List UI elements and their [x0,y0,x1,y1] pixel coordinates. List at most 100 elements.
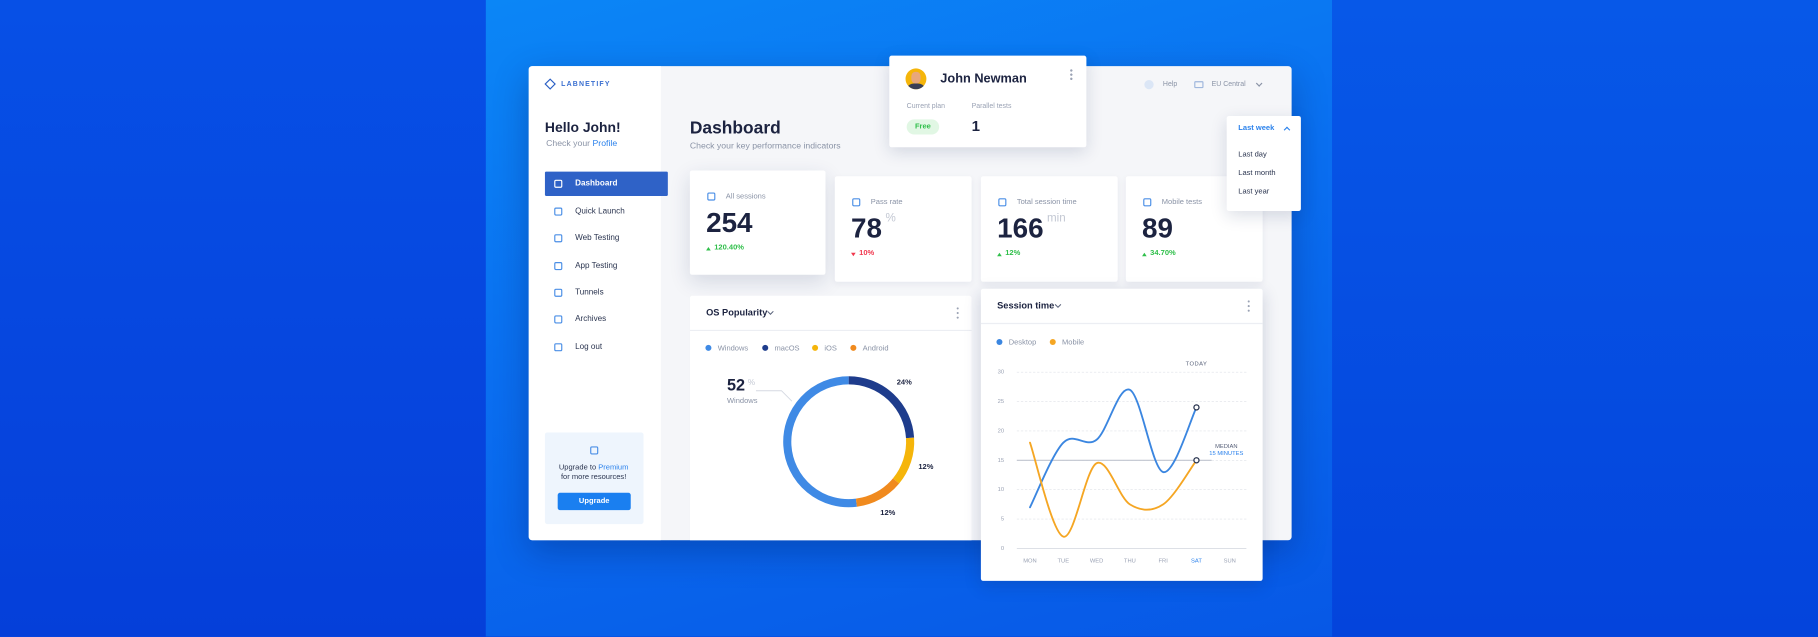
period-option[interactable]: Last year [1238,187,1270,196]
nav-item[interactable]: Web Testing [575,233,620,242]
stat-label: Total session time [1016,198,1077,207]
segment-label: 24% [897,378,912,387]
stat-change: 34.70% [1150,249,1176,258]
stat-value-row: 78% [851,212,896,244]
nav-item[interactable]: Dashboard [575,179,618,188]
y-tick-label: 25 [998,399,1004,405]
x-tick-label: TUE [1058,559,1070,565]
donut-segment [848,376,915,439]
y-tick-label: 30 [998,370,1004,376]
stat-value: 166 [997,213,1044,245]
period-option[interactable]: Last day [1238,150,1267,159]
profile-prompt: Check your [546,137,591,149]
legend-swatch [996,339,1003,346]
nav-icon [554,233,563,242]
y-tick-label: 5 [1001,517,1004,523]
nav-icon [554,288,563,297]
period-chevron [1283,126,1291,134]
brand: LABNETIFY [561,81,611,89]
menu-dot[interactable] [956,312,959,315]
series-line [1029,441,1198,538]
donut-segment [783,376,857,508]
nav-item[interactable]: Quick Launch [575,206,625,216]
nav-icon [554,179,563,188]
stat-icon [852,198,861,207]
nav-item[interactable]: App Testing [575,261,618,270]
profile-link[interactable]: Profile [592,137,618,149]
connector [755,390,793,402]
trend-arrow [851,252,856,256]
user-name: John Newman [940,71,1027,86]
y-tick-label: 20 [998,428,1004,434]
segment-label: 12% [880,508,895,517]
stat-icon [998,198,1007,207]
menu-dot[interactable] [956,307,959,310]
period-dropdown: Last week Last day Last month Last year [1226,115,1301,212]
legend-label: iOS [824,343,837,352]
x-tick-label: SUN [1224,559,1236,565]
legend-label: Windows [718,343,749,352]
featured-unit: % [748,378,755,387]
end-marker [1193,457,1200,464]
stat-value: 89 [1142,213,1174,245]
menu-dot[interactable] [1247,305,1250,308]
tests-label: Parallel tests [971,103,1012,111]
period-option[interactable]: Last month [1238,169,1276,178]
nav-icon [554,314,563,323]
nav-item[interactable]: Log out [575,342,603,351]
x-tick-label: MON [1023,559,1037,565]
user-menu[interactable] [1070,68,1073,81]
nav-icon [554,261,563,270]
upgrade-text: Upgrade to [558,463,597,472]
stat-icon [1143,198,1152,207]
trend-arrow [1142,252,1147,256]
stat-change: 120.40% [714,243,744,252]
upgrade-highlight: Premium [598,463,629,472]
help[interactable]: Help [1162,81,1178,89]
legend-label: Desktop [1009,338,1037,347]
avatar-face [911,71,921,84]
x-tick-label: THU [1124,559,1136,565]
bg-left [0,0,486,637]
legend-label: macOS [775,343,800,352]
x-tick-label: SAT [1191,559,1202,565]
trend-arrow [706,246,711,251]
os-card: OS Popularity Windows macOS iOS Android 24% 1… [689,295,972,541]
chevron [767,310,774,315]
upgrade-button[interactable]: Upgrade [557,492,631,511]
legend-swatch [762,344,769,351]
trend-arrow [997,252,1002,256]
legend-swatch [850,344,857,351]
x-tick-label: WED [1090,559,1104,565]
median-value-label: 15 MINUTES [1209,451,1243,457]
plan: Free [914,122,931,132]
avatar [905,68,927,90]
region[interactable]: EU Central [1211,81,1246,89]
featured-label: Windows [727,396,758,405]
profile-line: Check your Profile [546,139,617,148]
legend-swatch [705,344,712,351]
menu-dot[interactable] [956,316,959,319]
greeting: Hello John! [544,119,621,136]
period-selected[interactable]: Last week [1238,124,1275,133]
legend-label: Android [863,343,889,352]
median-label: MEDIAN [1215,444,1237,450]
menu-dot[interactable] [1247,300,1250,303]
series-line [1029,388,1198,509]
tests: 1 [971,117,980,135]
nav-item[interactable]: Archives [575,314,607,323]
nav-icon [554,206,563,216]
help-icon[interactable] [1144,80,1154,90]
legend-label: Mobile [1062,338,1084,347]
stat-unit: min [1047,212,1066,225]
upgrade-button-label[interactable]: Upgrade [578,497,610,506]
menu-dot[interactable] [1247,309,1250,312]
stat-value: 254 [706,207,753,239]
y-tick-label: 15 [998,458,1004,464]
stat-unit: % [885,212,896,225]
stat-card: All sessions 254 120.40% [689,170,826,275]
stat-value-row: 166 min [997,212,1066,245]
nav-item[interactable]: Tunnels [575,288,604,297]
